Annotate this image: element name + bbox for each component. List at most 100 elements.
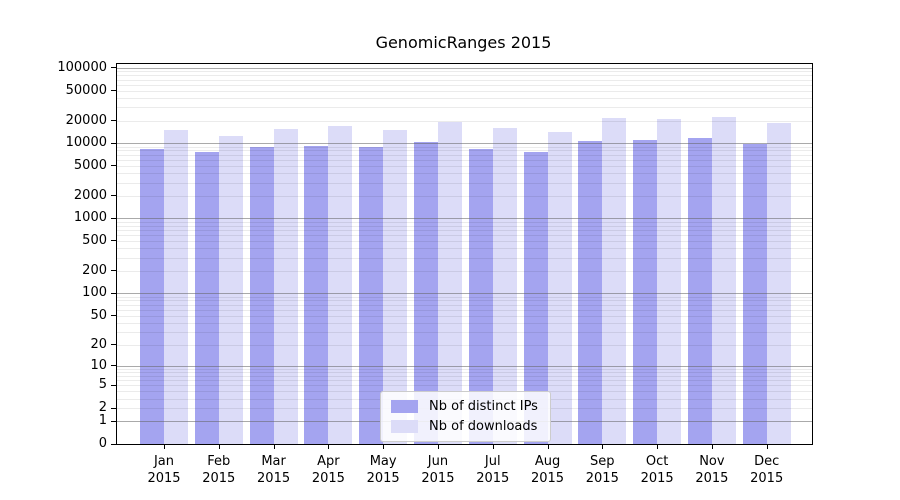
y-tick-label: 1 xyxy=(98,413,107,429)
x-tick-year: 2015 xyxy=(257,471,291,486)
bar-distinct-ips xyxy=(687,138,712,444)
gridline-minor xyxy=(117,84,812,86)
x-tick-mark xyxy=(602,444,604,449)
x-tick-year: 2015 xyxy=(750,471,784,486)
x-tick-month: Apr xyxy=(317,454,340,469)
x-tick-mark xyxy=(164,444,165,449)
x-tick-label: Oct 2015 xyxy=(622,453,692,487)
y-tick-mark xyxy=(111,90,117,92)
x-tick-mark xyxy=(657,444,659,449)
bar-downloads xyxy=(328,126,353,444)
y-tick-label: 1000 xyxy=(73,210,107,226)
bar-downloads xyxy=(766,122,791,444)
y-tick-label: 100000 xyxy=(57,60,107,75)
x-tick-mark xyxy=(437,444,439,449)
y-tick-label: 500 xyxy=(82,232,107,248)
x-tick-mark xyxy=(766,444,768,449)
y-tick-mark xyxy=(111,240,117,242)
bar-downloads xyxy=(547,131,572,444)
x-tick-label: Feb 2015 xyxy=(184,453,254,487)
y-tick-label: 5000 xyxy=(73,157,107,173)
gridline-minor xyxy=(117,71,812,73)
bar-downloads xyxy=(273,129,298,444)
x-tick-label: Sep 2015 xyxy=(567,453,637,487)
x-tick-mark xyxy=(492,444,494,449)
x-tick-year: 2015 xyxy=(530,471,565,486)
y-tick-mark xyxy=(111,384,117,386)
x-tick-mark xyxy=(711,444,713,449)
y-tick-mark xyxy=(111,120,117,122)
bar-downloads xyxy=(218,135,243,444)
x-tick-label: Jul 2015 xyxy=(458,453,528,487)
x-tick-label: Apr 2015 xyxy=(293,453,363,487)
x-tick-month: Nov xyxy=(699,454,725,469)
gridline-major xyxy=(117,67,812,69)
bar-distinct-ips xyxy=(249,147,274,444)
x-tick-month: Mar xyxy=(261,454,286,469)
x-tick-year: 2015 xyxy=(366,471,400,486)
y-tick-mark xyxy=(111,344,117,346)
y-tick-label: 100 xyxy=(82,285,107,301)
x-tick-year: 2015 xyxy=(202,471,236,486)
y-tick-label: 20 xyxy=(90,336,107,352)
gridline-minor xyxy=(117,120,812,122)
y-tick-label: 2000 xyxy=(73,187,107,203)
y-tick-label: 20000 xyxy=(65,112,107,128)
x-tick-month: Sep xyxy=(590,454,615,469)
bar-distinct-ips xyxy=(742,143,767,444)
x-tick-label: Dec 2015 xyxy=(732,453,802,487)
y-tick-mark xyxy=(111,67,117,69)
y-tick-mark xyxy=(111,407,117,409)
gridline-minor xyxy=(117,97,812,99)
y-tick-mark xyxy=(111,217,117,219)
x-tick-label: May 2015 xyxy=(348,453,418,487)
y-tick-mark xyxy=(111,420,117,422)
bar-downloads xyxy=(711,116,736,444)
x-tick-month: Jul xyxy=(484,454,501,469)
x-tick-month: Aug xyxy=(534,454,561,469)
x-tick-month: Jun xyxy=(427,454,449,469)
y-tick-label: 50 xyxy=(90,307,107,323)
bar-downloads xyxy=(437,122,462,444)
y-tick-label: 2 xyxy=(98,400,107,416)
gridline-minor xyxy=(117,90,812,92)
x-tick-mark xyxy=(218,444,220,449)
chart-title: GenomicRanges 2015 xyxy=(375,33,552,52)
y-tick-mark xyxy=(111,165,117,167)
x-tick-label: Jun 2015 xyxy=(403,453,473,487)
gridline-minor xyxy=(117,107,812,109)
x-tick-label: Nov 2015 xyxy=(677,453,747,487)
legend-swatch-downloads xyxy=(391,420,418,433)
x-tick-month: May xyxy=(369,454,397,469)
bar-downloads xyxy=(602,118,627,444)
legend-swatch-distinct-ips xyxy=(391,400,418,413)
y-tick-mark xyxy=(111,195,117,197)
y-tick-mark xyxy=(111,270,117,272)
x-tick-year: 2015 xyxy=(311,471,345,486)
bar-distinct-ips xyxy=(633,140,658,444)
x-tick-year: 2015 xyxy=(147,471,181,486)
x-tick-year: 2015 xyxy=(695,471,729,486)
x-tick-year: 2015 xyxy=(476,471,510,486)
x-tick-year: 2015 xyxy=(585,471,619,486)
gridline-minor xyxy=(117,75,812,77)
x-tick-year: 2015 xyxy=(421,471,455,486)
y-tick-mark xyxy=(111,292,117,294)
x-tick-label: Jan 2015 xyxy=(129,453,199,487)
legend-row: Nb of distinct IPs xyxy=(391,399,538,414)
y-tick-label: 10 xyxy=(90,357,107,373)
y-tick-mark xyxy=(111,443,117,445)
y-tick-mark xyxy=(111,142,117,144)
gridline-minor xyxy=(117,79,812,81)
y-tick-label: 50000 xyxy=(65,82,107,98)
y-tick-label: 0 xyxy=(98,436,107,451)
x-tick-year: 2015 xyxy=(640,471,674,486)
x-tick-month: Oct xyxy=(645,454,669,469)
legend-label: Nb of downloads xyxy=(429,419,538,434)
bar-distinct-ips xyxy=(359,146,384,444)
plot-area: 0 1 2 5 10 20 50 100 200 500 1000 2000 5000 10000 2000… xyxy=(57,60,813,486)
x-tick-month: Dec xyxy=(754,454,780,469)
bar-distinct-ips xyxy=(304,145,329,444)
legend-row: Nb of downloads xyxy=(391,419,538,434)
